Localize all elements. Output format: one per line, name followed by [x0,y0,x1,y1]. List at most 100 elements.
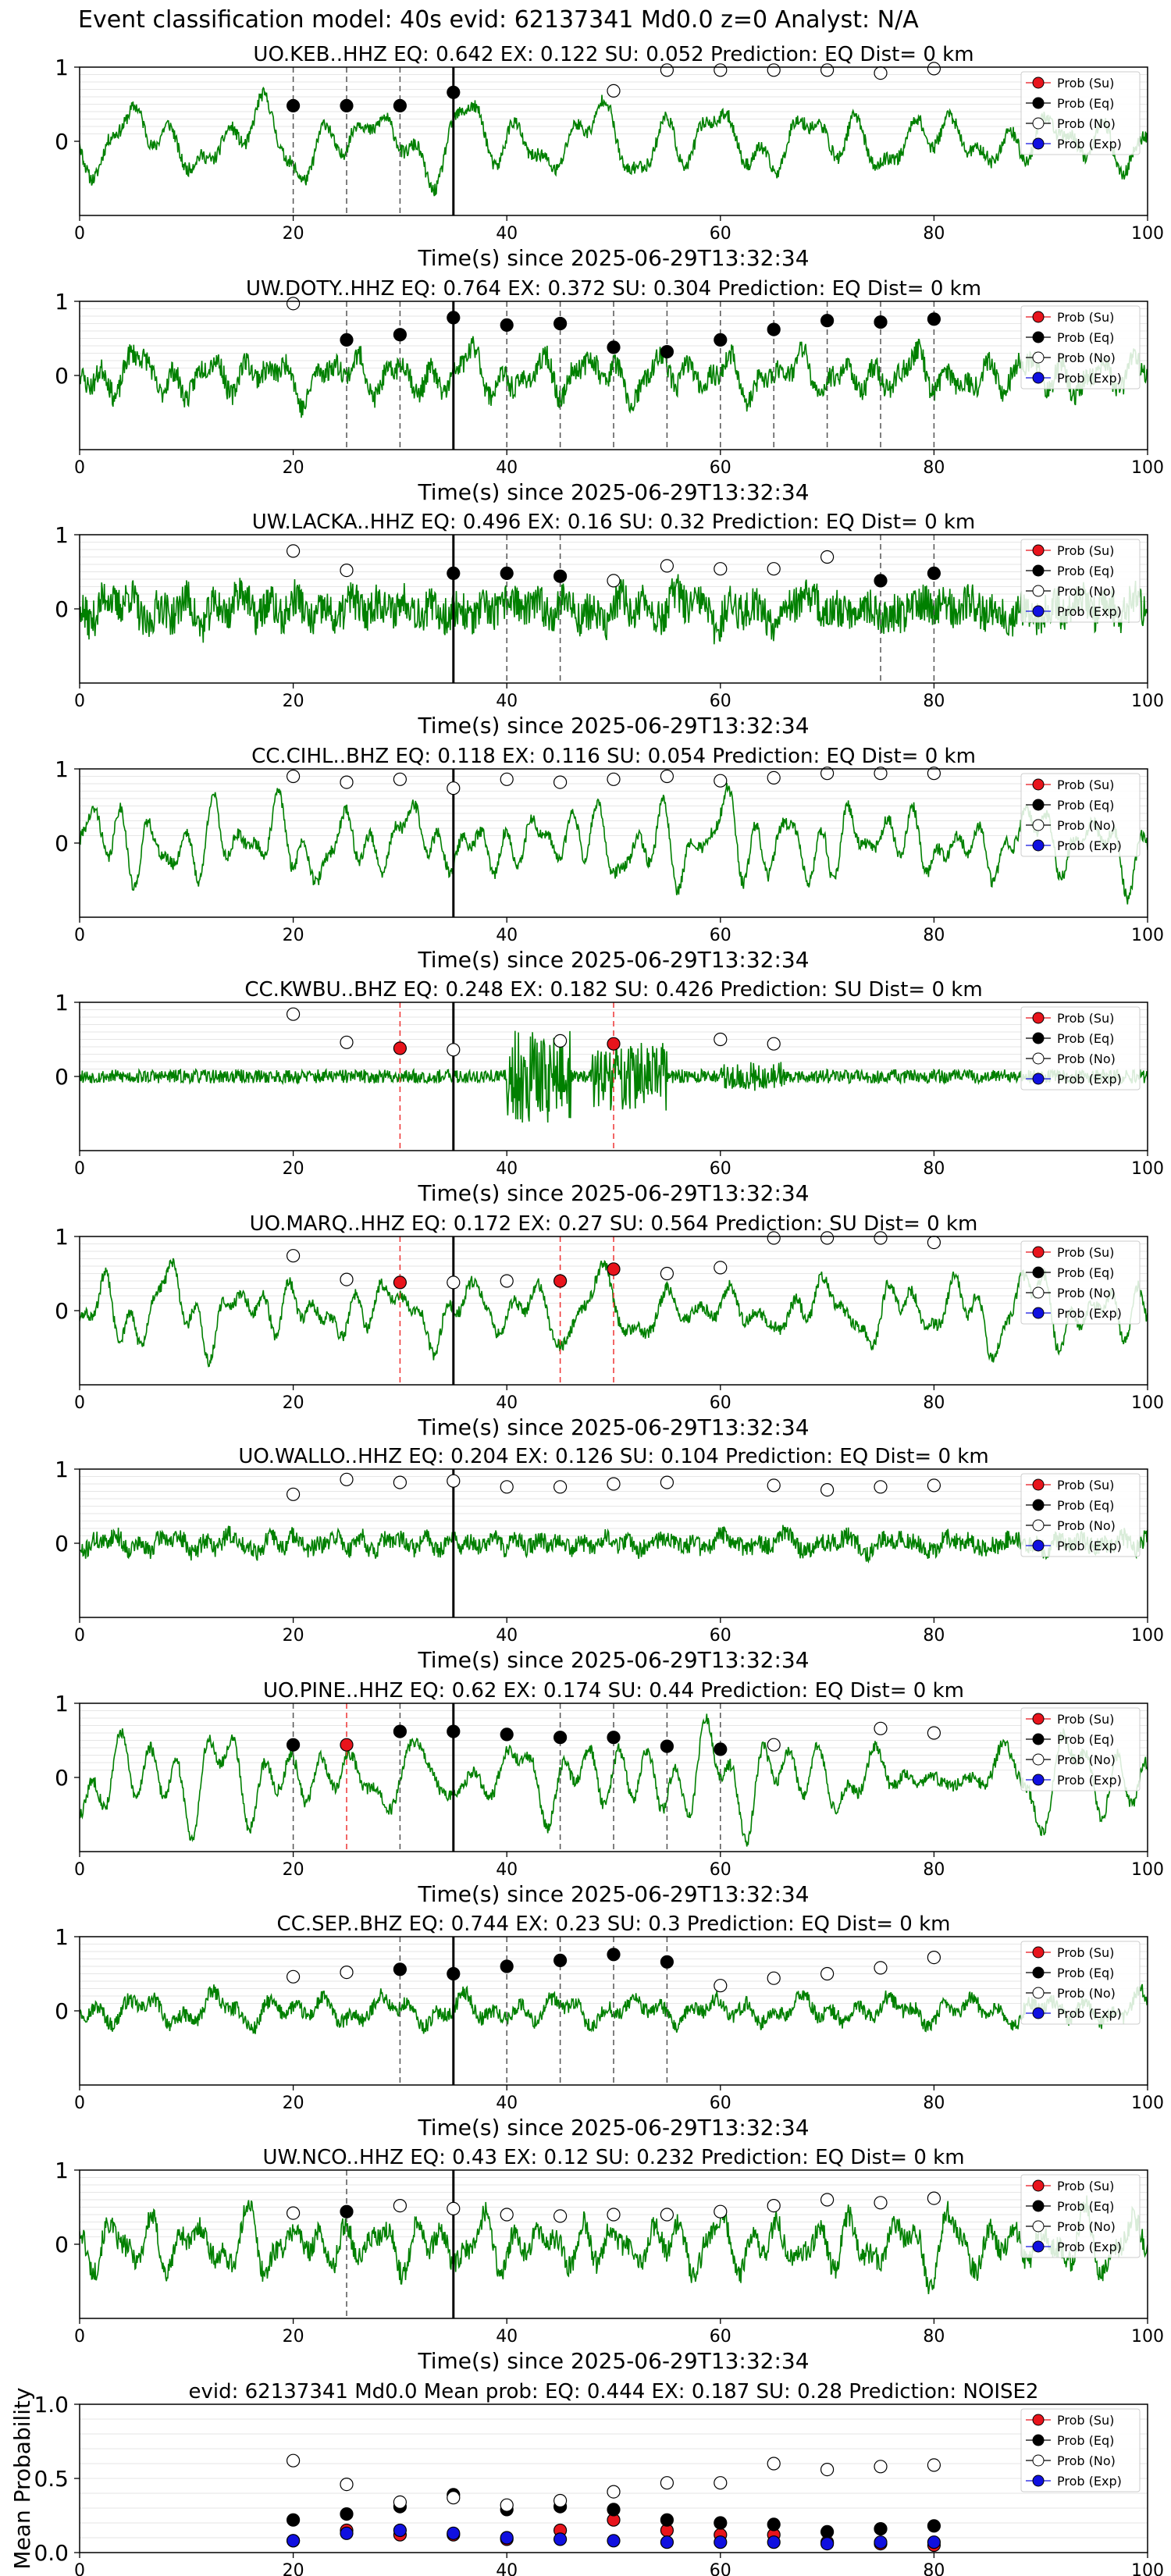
legend-marker-eq [1032,1499,1045,1511]
mean-prob-marker-exp [607,2534,621,2548]
mean-prob-marker-no [287,2453,301,2467]
waveform-trace [80,2195,1148,2294]
mean-prob-marker-exp [340,2526,354,2540]
station-panel-2: UW.LACKA..HHZ EQ: 0.496 EX: 0.16 SU: 0.3… [55,511,1164,738]
legend-marker-no [1032,2220,1045,2233]
panel-title: UW.LACKA..HHZ EQ: 0.496 EX: 0.16 SU: 0.3… [252,511,976,534]
y-tick-label: 1 [55,1924,69,1950]
legend-marker-su [1032,1012,1045,1024]
waveform-trace [80,1525,1148,1564]
x-tick-label: 20 [283,2561,304,2576]
prob-marker-no [820,1482,835,1497]
prob-marker-no [447,1474,461,1488]
prob-marker-no [500,772,514,786]
x-tick-label: 20 [283,2327,304,2347]
legend-marker-exp [1032,1307,1045,1319]
prob-marker-no [714,1979,728,1993]
mean-prob-marker-exp [553,2532,568,2546]
x-axis-label: Time(s) since 2025-06-29T13:32:34 [417,1881,809,1907]
x-tick-label: 60 [710,2094,731,2113]
legend-marker-su [1032,1946,1045,1959]
legend: Prob (Su) Prob (Eq) Prob (No) Prob (Exp) [1020,773,1141,857]
mean-prob-marker-exp [874,2535,888,2549]
x-tick-label: 80 [923,224,945,244]
prob-marker-eq [927,312,941,326]
legend-label-no: Prob (No) [1057,1518,1116,1533]
prob-marker-no [767,1971,781,1985]
legend-marker-exp [1032,1539,1045,1552]
legend: Prob (Su) Prob (Eq) Prob (No) Prob (Exp) [1020,1240,1141,1325]
legend-marker-no [1032,585,1045,597]
prob-marker-eq [340,98,354,112]
prob-marker-no [874,767,888,781]
x-tick-label: 20 [283,1393,304,1413]
legend-label-exp: Prob (Exp) [1057,2240,1122,2254]
prob-marker-no [660,63,674,77]
y-tick-label: 0 [55,831,69,856]
y-tick-label: 0 [55,596,69,622]
mean-prob-marker-no [767,2457,781,2471]
legend-frame [1020,1473,1141,1557]
station-panel-8: CC.SEP..BHZ EQ: 0.744 EX: 0.23 SU: 0.3 P… [55,1912,1164,2140]
prob-marker-eq [447,85,461,99]
prob-marker-no [287,544,301,558]
legend: Prob (Su) Prob (Eq) Prob (No) Prob (Exp) [1020,1941,1141,2025]
legend-label-eq: Prob (Eq) [1057,1498,1114,1513]
prob-marker-no [287,2206,301,2220]
mean-prob-marker-exp [820,2537,835,2551]
mean-prob-marker-exp [287,2534,301,2548]
prob-marker-no [820,1231,835,1245]
prob-marker-no [287,1487,301,1501]
x-tick-label: 80 [923,458,945,478]
legend-marker-eq [1032,1032,1045,1044]
x-tick-label: 40 [496,692,518,711]
legend-label-su: Prob (Su) [1057,777,1114,792]
prob-marker-no [767,63,781,77]
legend-label-su: Prob (Su) [1057,76,1114,91]
legend-frame [1020,305,1141,390]
prob-marker-no [927,1726,941,1740]
legend-marker-exp [1032,137,1045,150]
prob-marker-no [340,1472,354,1486]
x-axis-label: Time(s) since 2025-06-29T13:32:34 [417,947,809,973]
x-tick-label: 40 [496,926,518,945]
prob-marker-no [714,2204,728,2218]
x-tick-label: 20 [283,224,304,244]
y-tick-label: 1 [55,1224,69,1250]
y-tick-label: 0.5 [34,2466,69,2492]
legend: Prob (Su) Prob (Eq) Prob (No) Prob (Exp) [1020,539,1141,623]
mean-prob-marker-exp [767,2535,781,2549]
legend-label-exp: Prob (Exp) [1057,1072,1122,1087]
legend-frame [1020,71,1141,155]
x-tick-label: 100 [1131,458,1164,478]
prob-marker-eq [553,1953,568,1967]
mean-prob-marker-no [820,2463,835,2477]
prob-marker-su [553,1274,568,1288]
prob-marker-eq [874,574,888,588]
mean-prob-marker-no [714,2476,728,2490]
prob-marker-no [714,774,728,788]
prob-marker-eq [820,314,835,328]
prob-marker-no [607,574,621,588]
prob-marker-no [767,770,781,785]
x-tick-label: 80 [923,1626,945,1646]
y-tick-label: 1 [55,522,69,548]
prob-marker-no [393,2199,408,2213]
legend: Prob (Su) Prob (Eq) Prob (No) Prob (Exp) [1020,2174,1141,2258]
y-tick-label: 1 [55,55,69,80]
mean-prob-marker-no [500,2498,514,2512]
y-tick-label: 0 [55,1531,69,1557]
legend-marker-su [1032,1478,1045,1491]
mean-prob-marker-exp [927,2535,941,2549]
legend-label-no: Prob (No) [1057,584,1116,599]
x-tick-label: 40 [496,1626,518,1646]
mean-prob-marker-no [607,2485,621,2499]
legend-label-exp: Prob (Exp) [1057,1539,1122,1553]
prob-marker-eq [553,569,568,583]
legend-label-eq: Prob (Eq) [1057,1966,1114,1980]
legend-label-no: Prob (No) [1057,1752,1116,1767]
mean-prob-marker-exp [660,2535,674,2549]
legend-label-exp: Prob (Exp) [1057,604,1122,619]
legend-label-no: Prob (No) [1057,818,1116,833]
